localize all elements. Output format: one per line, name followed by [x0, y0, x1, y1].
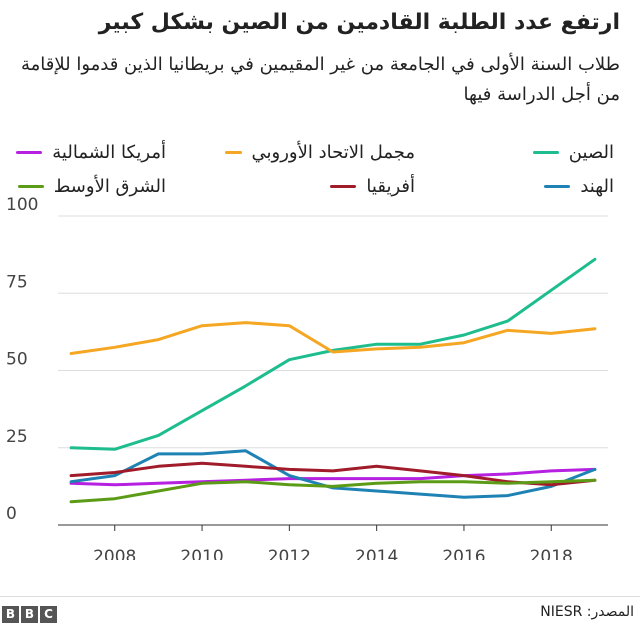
legend-label: أمريكا الشمالية: [52, 142, 166, 163]
series-line: [69, 467, 597, 487]
legend-label: أفريقيا: [366, 176, 415, 197]
series-line: [69, 257, 597, 451]
bbc-logo-letter: C: [40, 606, 57, 623]
x-tick-label: 2016: [442, 547, 485, 560]
legend-item: أفريقيا: [225, 176, 415, 197]
legend-label: الشرق الأوسط: [53, 176, 166, 197]
legend-item: مجمل الاتحاد الأوروبي: [225, 142, 415, 163]
series-line: [69, 478, 597, 504]
legend-swatch: [225, 151, 242, 154]
legend-swatch: [544, 185, 571, 188]
x-tick-label: 2012: [268, 547, 311, 560]
series-line: [69, 461, 597, 487]
y-tick-label: 100: [6, 195, 38, 215]
legend-swatch: [16, 151, 43, 154]
legend-item: الهند: [424, 176, 614, 197]
legend-item: أمريكا الشمالية: [0, 142, 166, 163]
y-tick-label: 50: [6, 350, 28, 370]
legend-item: الشرق الأوسط: [0, 176, 166, 197]
x-tick-label: 2008: [93, 547, 136, 560]
legend-label: الهند: [580, 176, 614, 197]
legend-swatch: [17, 185, 44, 188]
chart-title: ارتفع عدد الطلبة القادمين من الصين بشكل …: [98, 10, 620, 35]
x-tick-label: 2014: [355, 547, 398, 560]
bbc-logo-letter: B: [21, 606, 38, 623]
bbc-logo-letter: B: [2, 606, 19, 623]
x-tick-label: 2018: [530, 547, 573, 560]
legend-swatch: [532, 151, 559, 154]
y-tick-label: 0: [6, 504, 17, 524]
chart-subtitle: طلاب السنة الأولى في الجامعة من غير المق…: [21, 54, 620, 105]
x-tick-label: 2010: [180, 547, 223, 560]
footer-divider: [0, 596, 640, 597]
series-line: [69, 321, 597, 355]
legend-item: الصين: [424, 142, 614, 163]
legend-label: الصين: [568, 142, 614, 163]
source-note: المصدر: NIESR: [540, 604, 634, 620]
y-tick-label: 25: [6, 427, 28, 447]
legend-swatch: [330, 185, 357, 188]
y-tick-label: 75: [6, 272, 28, 292]
legend-label: مجمل الاتحاد الأوروبي: [251, 142, 416, 163]
line-chart: 0 25 50 75 100 2008 2010 2012 2014 2016 2018: [6, 195, 608, 560]
